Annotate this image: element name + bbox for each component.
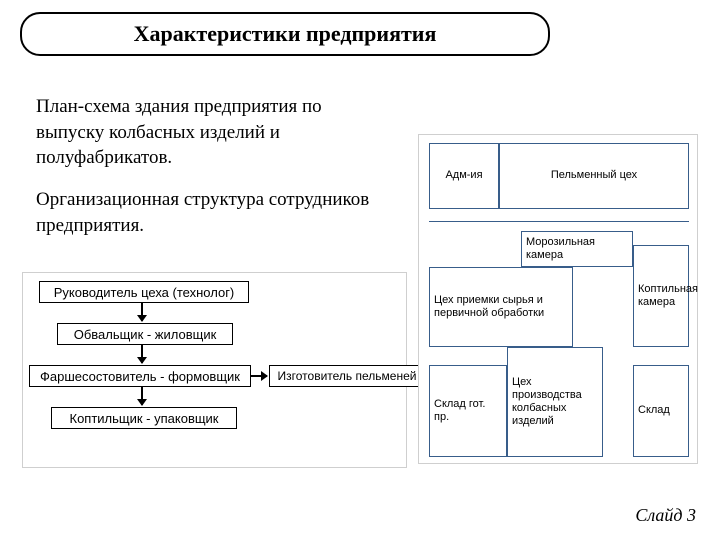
org-chart: Руководитель цеха (технолог) Обвальщик -… [22,272,407,468]
room-freezer: Морозильная камера [521,231,633,267]
arrow-2 [141,345,143,363]
room-sausage-shop: Цех производства колбасных изделий [507,347,603,457]
room-warehouse: Склад [633,365,689,457]
org-node-pelmeni: Изготовитель пельменей [269,365,425,387]
divider-line [429,221,689,222]
org-node-boner: Обвальщик - жиловщик [57,323,233,345]
room-pelmeni-shop: Пельменный цех [499,143,689,209]
arrow-1 [141,303,143,321]
footer-label: Слайд [635,505,682,525]
paragraph-2: Организационная структура сотрудников пр… [36,187,386,238]
org-node-manager: Руководитель цеха (технолог) [39,281,249,303]
org-node-smoker: Коптильщик - упаковщик [51,407,237,429]
floor-plan-rooms: Адм-ия Пельменный цех Морозильная камера… [429,143,689,457]
footer-page-number: 3 [687,505,696,525]
title-capsule: Характеристики предприятия [20,12,550,56]
paragraph-1: План-схема здания предприятия по выпуску… [36,94,386,171]
page-title: Характеристики предприятия [134,21,437,47]
room-smoker: Коптильная камера [633,245,689,347]
room-warehouse-finished: Склад гот. пр. [429,365,507,457]
org-node-mincer: Фаршесостовитель - формовщик [29,365,251,387]
body-text: План-схема здания предприятия по выпуску… [36,94,386,238]
floor-plan: Адм-ия Пельменный цех Морозильная камера… [418,134,698,464]
arrow-3 [141,387,143,405]
slide: Характеристики предприятия План-схема зд… [0,0,720,540]
slide-footer: Слайд 3 [635,505,696,526]
room-admin: Адм-ия [429,143,499,209]
arrow-4 [251,375,267,377]
room-intake: Цех приемки сырья и первичной обработки [429,267,573,347]
